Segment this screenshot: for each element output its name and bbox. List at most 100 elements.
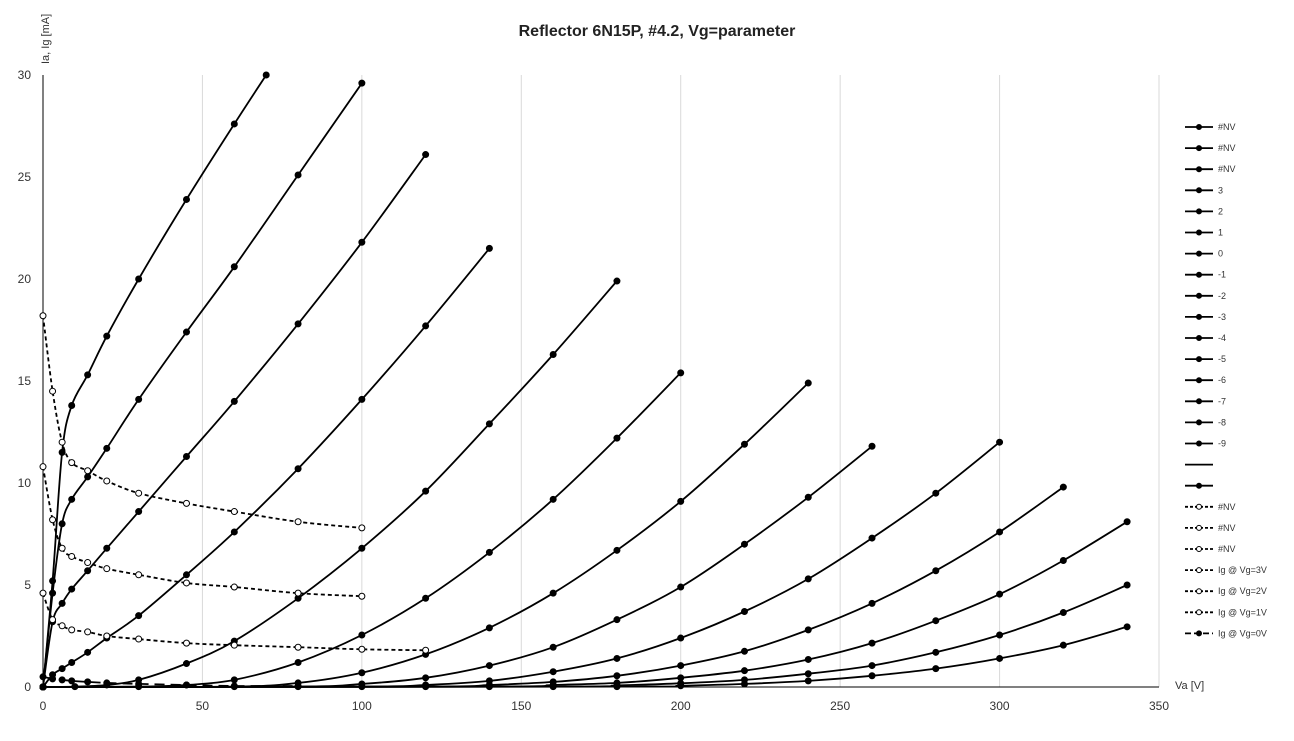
data-point-23-1 — [49, 616, 57, 624]
data-point-13-11 — [1123, 518, 1131, 526]
series-24 — [39, 673, 302, 690]
x-axis-label: Va [V] — [1175, 680, 1204, 692]
legend-marker-13 — [1196, 398, 1202, 405]
data-point-9-6 — [549, 589, 557, 597]
x-axis-ticks: 0 50 100 150 200 250 300 350 — [40, 699, 1170, 713]
data-point-9-3 — [358, 669, 366, 677]
data-point-24-1 — [49, 675, 57, 683]
data-point-6-6 — [135, 612, 143, 620]
data-point-21-1 — [49, 387, 57, 395]
series-layer — [39, 71, 1131, 691]
data-point-23-8 — [230, 641, 238, 649]
data-point-15-3 — [740, 680, 748, 688]
legend-label-1: #NV — [1218, 143, 1236, 153]
legend-marker-24 — [1196, 630, 1202, 637]
data-point-14-8 — [996, 631, 1004, 639]
x-tick-label-4: 200 — [671, 699, 691, 713]
data-point-11-11 — [996, 438, 1004, 446]
legend-marker-2 — [1196, 166, 1202, 173]
data-point-22-6 — [135, 571, 143, 579]
data-point-4-3 — [68, 495, 76, 503]
series-line-4 — [42, 82, 363, 688]
grid-lines — [201, 75, 1160, 687]
data-point-10-5 — [549, 643, 557, 651]
data-point-4-9 — [294, 171, 302, 179]
data-point-15-4 — [804, 677, 812, 685]
data-point-15-8 — [1059, 641, 1067, 649]
data-point-3-2 — [58, 448, 66, 456]
data-point-8-10 — [677, 369, 685, 377]
legend-label-20: #NV — [1218, 544, 1236, 554]
data-point-5-4 — [84, 567, 92, 575]
data-point-21-8 — [230, 508, 238, 516]
data-point-23-2 — [58, 622, 66, 630]
data-point-12-8 — [868, 599, 876, 607]
data-point-15-9 — [1123, 623, 1131, 631]
series-line-15 — [42, 625, 1128, 688]
data-point-15-6 — [932, 665, 940, 673]
data-point-3-8 — [230, 120, 238, 128]
legend-label-13: -7 — [1218, 396, 1226, 406]
data-point-7-11 — [613, 277, 621, 285]
legend-label-4: 2 — [1218, 206, 1223, 216]
data-point-8-4 — [294, 659, 302, 667]
data-point-6-9 — [294, 465, 302, 473]
series-23 — [39, 589, 430, 654]
data-point-11-9 — [868, 534, 876, 542]
data-point-5-7 — [182, 452, 190, 460]
data-point-8-9 — [613, 434, 621, 442]
data-point-4-5 — [103, 444, 111, 452]
y-tick-label-1: 5 — [24, 578, 31, 592]
data-point-4-2 — [58, 520, 66, 528]
data-point-10-4 — [485, 662, 493, 670]
data-point-6-7 — [182, 571, 190, 579]
data-point-15-5 — [868, 672, 876, 680]
series-5 — [39, 151, 430, 691]
data-point-24-8 — [230, 682, 238, 690]
legend: #NV #NV #NV 3 2 1 0 -1 -2 -3 -4 -5 -6 -7 -8 -9 #NV #NV #NV… — [1185, 122, 1267, 638]
data-point-22-8 — [230, 583, 238, 591]
data-point-24-2 — [58, 676, 66, 684]
legend-marker-10 — [1196, 335, 1202, 341]
y-tick-label-0: 0 — [24, 680, 31, 694]
series-line-8 — [42, 372, 682, 688]
legend-label-14: -8 — [1218, 417, 1226, 427]
data-point-5-10 — [358, 238, 366, 246]
data-point-21-0 — [39, 312, 47, 320]
data-point-14-7 — [932, 648, 940, 656]
data-point-21-5 — [103, 477, 111, 485]
x-tick-label-7: 350 — [1149, 699, 1169, 713]
data-point-11-8 — [804, 575, 812, 583]
data-point-11-5 — [613, 654, 621, 662]
data-point-8-6 — [422, 594, 430, 602]
data-point-4-7 — [182, 328, 190, 336]
data-point-6-8 — [230, 528, 238, 536]
data-point-6-4 — [84, 648, 92, 656]
data-point-13-8 — [932, 617, 940, 625]
data-point-22-3 — [68, 552, 76, 560]
legend-marker-7 — [1196, 271, 1202, 278]
data-point-9-7 — [613, 546, 621, 554]
data-point-5-6 — [135, 508, 143, 516]
data-point-5-5 — [103, 544, 111, 552]
data-point-21-2 — [58, 438, 66, 446]
legend-label-0: #NV — [1218, 122, 1236, 132]
legend-label-19: #NV — [1218, 523, 1236, 533]
legend-label-6: 0 — [1218, 249, 1223, 259]
series-line-23 — [42, 592, 426, 652]
y-tick-label-2: 10 — [18, 476, 32, 490]
data-point-12-6 — [740, 647, 748, 655]
data-point-5-2 — [58, 599, 66, 607]
data-point-24-4 — [84, 678, 92, 686]
data-point-4-4 — [84, 473, 92, 481]
data-point-22-5 — [103, 565, 111, 573]
legend-label-23: Ig @ Vg=1V — [1218, 607, 1267, 617]
legend-marker-1 — [1196, 145, 1202, 152]
legend-marker-11 — [1196, 356, 1202, 363]
data-point-11-6 — [677, 634, 685, 642]
data-point-21-6 — [135, 489, 143, 497]
data-point-15-1 — [613, 683, 621, 691]
data-point-10-7 — [677, 583, 685, 591]
series-3 — [39, 71, 270, 691]
legend-label-22: Ig @ Vg=2V — [1218, 586, 1267, 596]
